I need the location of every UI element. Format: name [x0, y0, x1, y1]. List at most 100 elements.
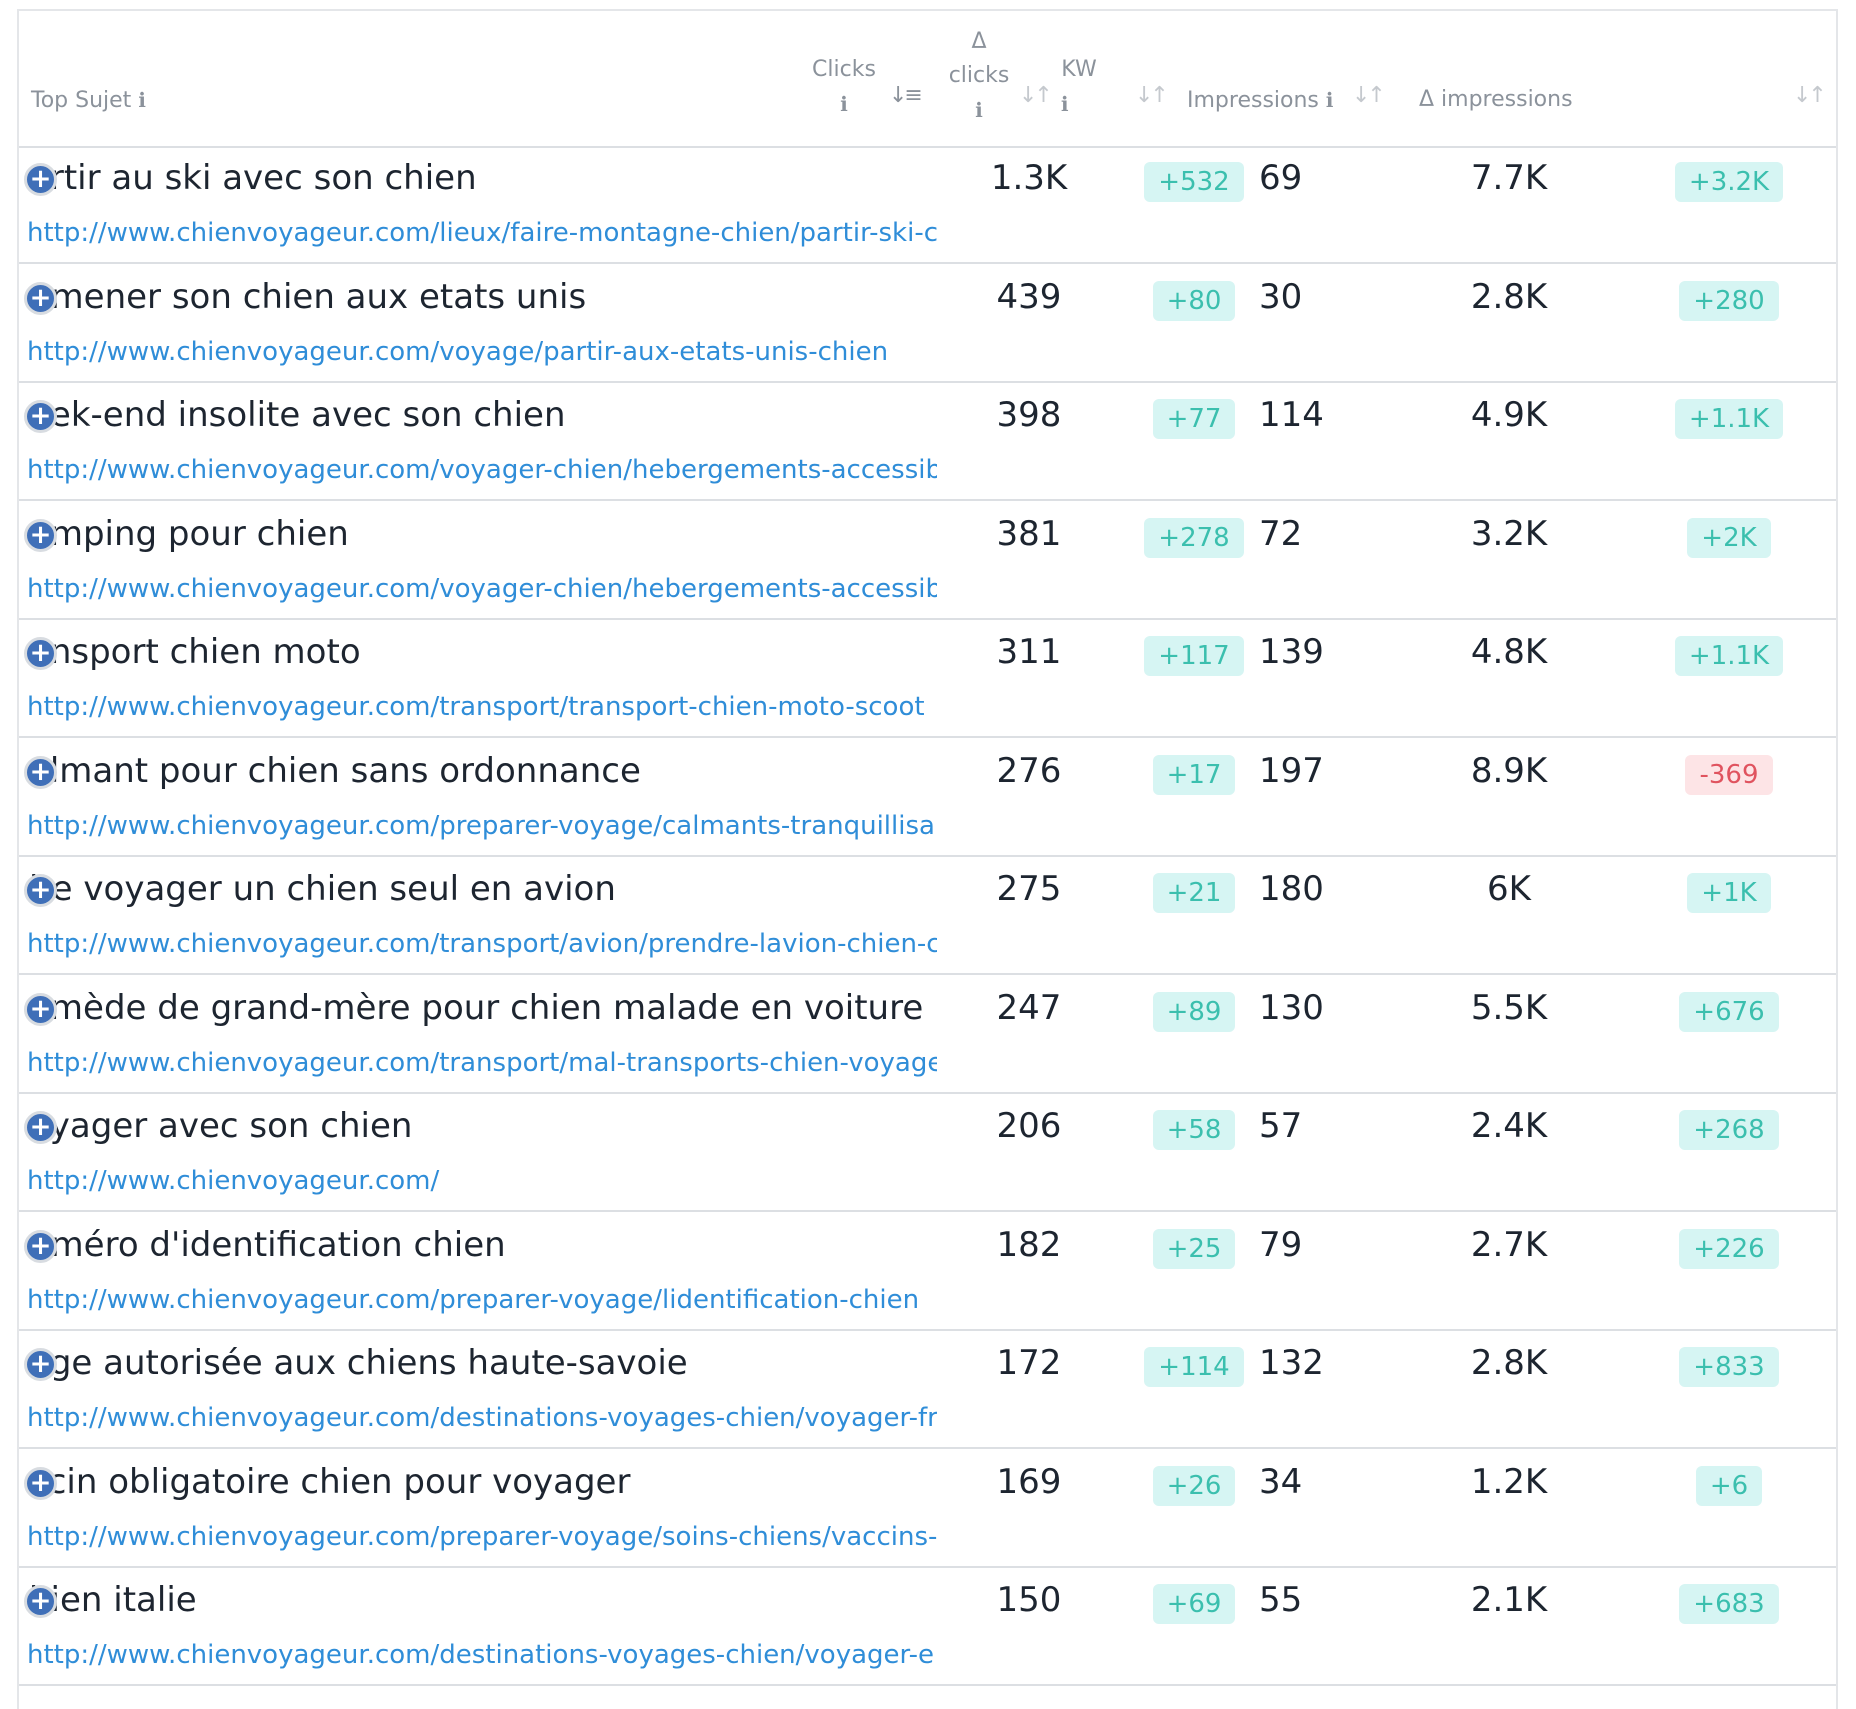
sort-icon[interactable]: ↓↑	[1019, 83, 1053, 108]
info-icon[interactable]: ℹ	[1325, 88, 1334, 112]
header-kw[interactable]: KW ℹ	[1059, 53, 1099, 121]
info-icon[interactable]: ℹ	[1061, 92, 1069, 116]
delta-impressions-badge: +268	[1679, 1110, 1779, 1150]
header-delta-clicks-label: clicks	[948, 63, 1010, 88]
clicks-value: 276	[996, 750, 1062, 791]
delta-impressions-cell: +280	[1629, 280, 1829, 321]
clicks-value: 311	[996, 632, 1062, 672]
clicks-value: 381	[996, 513, 1062, 554]
delta-clicks-badge: +26	[1152, 1465, 1236, 1506]
delta-impressions-badge: +6	[1695, 1465, 1763, 1506]
delta-clicks-badge: +117	[1144, 636, 1244, 676]
delta-impressions-cell: +683	[1629, 1584, 1829, 1624]
plus-circle-icon[interactable]: +	[24, 281, 57, 315]
plus-circle-icon[interactable]: +	[24, 1585, 57, 1618]
plus-circle-icon[interactable]: +	[24, 874, 57, 907]
plus-circle-icon[interactable]: +	[24, 1466, 57, 1500]
page-url-link[interactable]: http://www.chienvoyageur.com/voyage/part…	[27, 336, 889, 367]
plus-circle-icon[interactable]: +	[24, 163, 57, 196]
clicks-value: 398	[996, 395, 1062, 435]
page-url-link[interactable]: http://www.chienvoyageur.com/transport/m…	[27, 1047, 937, 1078]
top-subjects-table: Top Sujet ℹ Clicks ℹ ↓≡ Δ clicks ℹ ↓↑ KW…	[17, 9, 1838, 1709]
page-url-link[interactable]: http://www.chienvoyageur.com/lieux/faire…	[27, 218, 937, 248]
impressions-value: 4.8K	[1470, 632, 1548, 672]
header-impressions[interactable]: Impressions ℹ	[1187, 83, 1334, 118]
delta-impressions-cell: +1.1K	[1629, 636, 1829, 676]
page-url-link[interactable]: http://www.chienvoyageur.com/destination…	[27, 1403, 937, 1433]
table-row: uméro d'identification chien + http://www.…	[19, 1213, 1836, 1331]
subject-label: ccin obligatoire chien pour voyager	[29, 1461, 631, 1502]
sort-icon[interactable]: ↓≡	[889, 83, 923, 108]
subject-label: ansport chien moto	[29, 632, 361, 672]
table-header: Top Sujet ℹ Clicks ℹ ↓≡ Δ clicks ℹ ↓↑ KW…	[19, 11, 1836, 148]
kw-value: 69	[1259, 158, 1303, 198]
plus-circle-icon[interactable]: +	[24, 518, 57, 552]
impressions-value: 5.5K	[1470, 987, 1548, 1028]
table-row: ccin obligatoire chien pour voyager + http…	[19, 1450, 1836, 1568]
kw-value: 79	[1259, 1224, 1303, 1265]
plus-circle-icon[interactable]: +	[24, 637, 57, 670]
subject-label: age autorisée aux chiens haute-savoie	[29, 1343, 688, 1383]
sort-icon[interactable]: ↓↑	[1352, 83, 1386, 108]
delta-clicks-badge: +278	[1144, 517, 1244, 558]
subject-label: emède de grand-mère pour chien malade en…	[29, 987, 924, 1028]
clicks-value: 206	[996, 1106, 1062, 1146]
delta-impressions-badge: +833	[1679, 1347, 1779, 1387]
page-url-link[interactable]: http://www.chienvoyageur.com/voyager-chi…	[27, 455, 937, 485]
sort-icon[interactable]: ↓↑	[1135, 83, 1169, 108]
impressions-value: 2.4K	[1470, 1106, 1548, 1146]
delta-clicks-cell: +58	[1119, 1110, 1269, 1150]
table-row: amping pour chien + http://www.chienvoyage…	[19, 502, 1836, 620]
impressions-value: 7.7K	[1470, 158, 1548, 198]
plus-circle-icon[interactable]: +	[24, 1111, 57, 1144]
page-url-link[interactable]: http://www.chienvoyageur.com/	[27, 1166, 440, 1196]
delta-clicks-badge: +69	[1152, 1584, 1236, 1624]
header-delta-impressions[interactable]: Δ impressions	[1419, 83, 1573, 117]
delta-clicks-cell: +89	[1119, 991, 1269, 1032]
delta-symbol: Δ	[971, 29, 987, 54]
delta-impressions-badge: +1.1K	[1674, 399, 1784, 439]
kw-value: 55	[1259, 1580, 1303, 1620]
table-row: artir au ski avec son chien + http://www.c…	[19, 146, 1836, 264]
header-impressions-label: Impressions	[1187, 88, 1319, 113]
plus-circle-icon[interactable]: +	[24, 992, 57, 1026]
delta-impressions-badge: +676	[1679, 991, 1779, 1032]
subject-label: eek-end insolite avec son chien	[29, 395, 566, 435]
delta-impressions-badge: +280	[1679, 280, 1779, 321]
info-icon[interactable]: ℹ	[138, 88, 146, 112]
kw-value: 72	[1259, 513, 1303, 554]
subject-label: artir au ski avec son chien	[29, 158, 477, 198]
page-url-link[interactable]: http://www.chienvoyageur.com/voyager-chi…	[27, 573, 937, 604]
clicks-value: 182	[996, 1224, 1062, 1265]
kw-value: 30	[1259, 276, 1303, 317]
delta-clicks-cell: +26	[1119, 1465, 1269, 1506]
delta-clicks-cell: +114	[1119, 1347, 1269, 1387]
sort-icon[interactable]: ↓↑	[1793, 83, 1827, 108]
delta-impressions-cell: +676	[1629, 991, 1829, 1032]
header-top-sujet[interactable]: Top Sujet ℹ	[31, 83, 146, 118]
page-url-link[interactable]: http://www.chienvoyageur.com/destination…	[27, 1640, 934, 1670]
subject-label: nmener son chien aux etats unis	[29, 276, 587, 317]
clicks-value: 247	[996, 987, 1062, 1028]
delta-clicks-cell: +532	[1119, 162, 1269, 202]
delta-clicks-badge: +89	[1152, 991, 1236, 1032]
header-delta-clicks[interactable]: Δ clicks ℹ	[929, 25, 1029, 127]
plus-circle-icon[interactable]: +	[24, 400, 57, 433]
plus-circle-icon[interactable]: +	[24, 755, 57, 789]
header-clicks[interactable]: Clicks ℹ	[799, 53, 889, 121]
info-icon[interactable]: ℹ	[840, 92, 848, 116]
page-url-link[interactable]: http://www.chienvoyageur.com/preparer-vo…	[27, 810, 937, 841]
subject-label: almant pour chien sans ordonnance	[29, 750, 641, 791]
page-url-link[interactable]: http://www.chienvoyageur.com/transport/t…	[27, 692, 925, 722]
kw-value: 130	[1259, 987, 1324, 1028]
delta-clicks-cell: +21	[1119, 873, 1269, 913]
impressions-value: 1.2K	[1470, 1461, 1548, 1502]
delta-clicks-badge: +21	[1152, 873, 1236, 913]
plus-circle-icon[interactable]: +	[24, 1229, 57, 1263]
page-url-link[interactable]: http://www.chienvoyageur.com/preparer-vo…	[27, 1521, 937, 1552]
page-url-link[interactable]: http://www.chienvoyageur.com/preparer-vo…	[27, 1284, 920, 1315]
plus-circle-icon[interactable]: +	[24, 1348, 57, 1381]
page-url-link[interactable]: http://www.chienvoyageur.com/transport/a…	[27, 929, 937, 959]
delta-impressions-cell: +3.2K	[1629, 162, 1829, 202]
info-icon[interactable]: ℹ	[975, 98, 983, 122]
